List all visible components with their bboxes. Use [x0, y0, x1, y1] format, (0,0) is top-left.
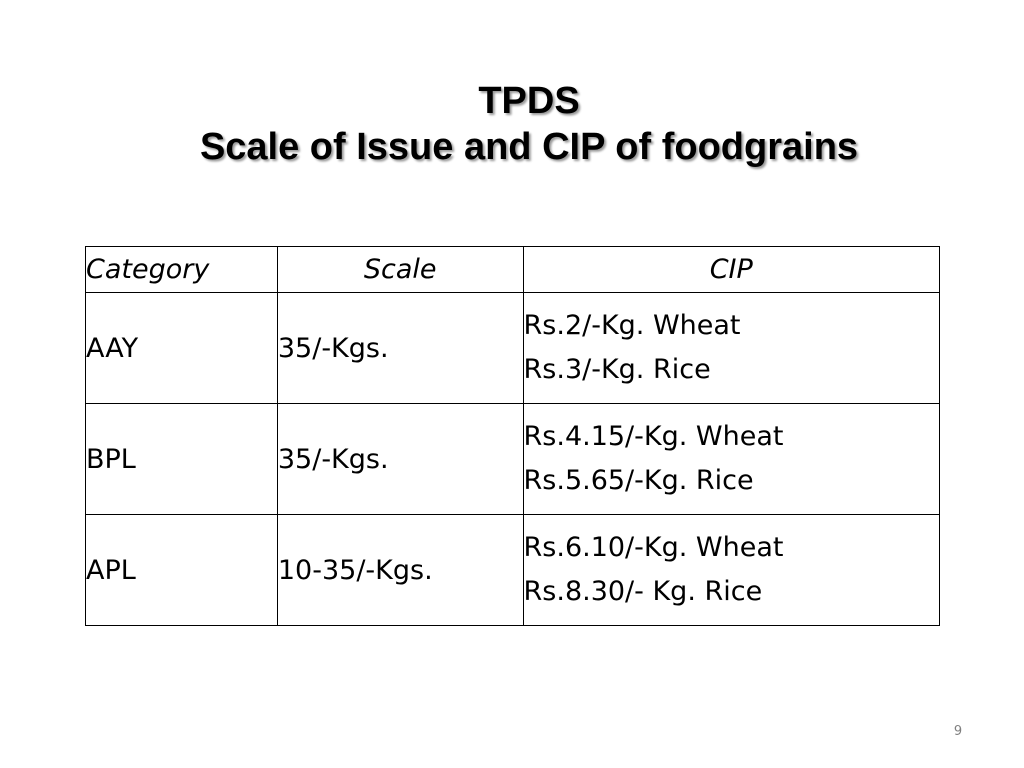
header-cip: CIP	[522, 246, 941, 293]
table-header-row: Category Scale CIP	[85, 246, 941, 293]
cip-rice: Rs.5.65/-Kg. Rice	[523, 465, 754, 496]
category-cell: APL	[85, 514, 278, 626]
cip-cell: Rs.2/-Kg. Wheat Rs.3/-Kg. Rice	[522, 292, 941, 404]
page-number: 9	[953, 724, 963, 739]
table-row: AAY 35/-Kgs. Rs.2/-Kg. Wheat Rs.3/-Kg. R…	[85, 292, 941, 404]
cip-cell: Rs.4.15/-Kg. Wheat Rs.5.65/-Kg. Rice	[522, 403, 941, 515]
cip-cell: Rs.6.10/-Kg. Wheat Rs.8.30/- Kg. Rice	[522, 514, 941, 626]
foodgrains-table: Category Scale CIP AAY 35/-Kgs. Rs.2/-Kg…	[85, 246, 941, 626]
scale-cell: 35/-Kgs.	[276, 403, 524, 515]
scale-cell: 10-35/-Kgs.	[276, 514, 524, 626]
slide-title: TPDS Scale of Issue and CIP of foodgrain…	[0, 78, 1024, 170]
header-scale: Scale	[276, 246, 524, 293]
cip-wheat: Rs.6.10/-Kg. Wheat	[523, 532, 784, 563]
cip-wheat: Rs.4.15/-Kg. Wheat	[523, 421, 784, 452]
header-category: Category	[85, 246, 278, 293]
scale-cell: 35/-Kgs.	[276, 292, 524, 404]
cip-rice: Rs.3/-Kg. Rice	[523, 354, 711, 385]
title-line-1: TPDS	[478, 80, 580, 122]
cip-wheat: Rs.2/-Kg. Wheat	[523, 310, 741, 341]
category-cell: BPL	[85, 403, 278, 515]
table-row: APL 10-35/-Kgs. Rs.6.10/-Kg. Wheat Rs.8.…	[85, 514, 941, 626]
cip-rice: Rs.8.30/- Kg. Rice	[523, 576, 763, 607]
title-line-2: Scale of Issue and CIP of foodgrains	[199, 126, 859, 168]
table-row: BPL 35/-Kgs. Rs.4.15/-Kg. Wheat Rs.5.65/…	[85, 403, 941, 515]
category-cell: AAY	[85, 292, 278, 404]
